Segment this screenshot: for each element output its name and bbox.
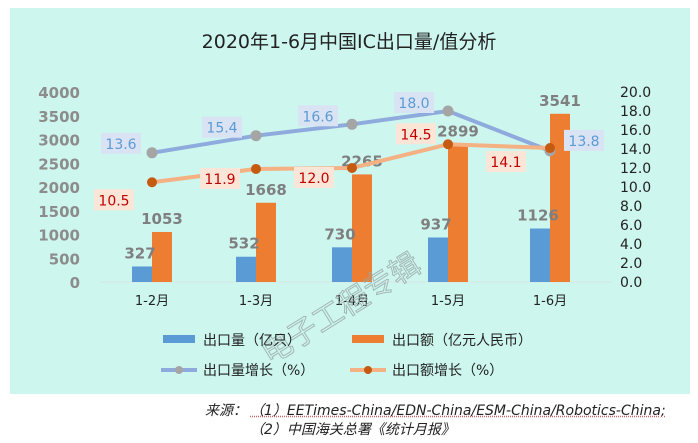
bar-volume-label: 1126 <box>517 207 559 225</box>
y-left-tick: 2000 <box>38 179 80 197</box>
line-label: 15.4 <box>206 121 237 137</box>
bar-value <box>550 113 570 283</box>
line-label: 18.0 <box>398 96 429 112</box>
line-marker <box>443 139 453 150</box>
line-label-bg <box>486 151 526 173</box>
bar-volume <box>236 256 256 282</box>
bar-value <box>152 231 172 282</box>
line-marker <box>442 105 454 117</box>
y-right-tick: 2.0 <box>620 256 642 272</box>
source-line-2: （2）中国海关总署《统计月报》 <box>250 422 455 438</box>
line-label: 16.6 <box>302 109 333 125</box>
bar-volume <box>428 237 448 282</box>
bar-value-label: 1053 <box>141 210 183 228</box>
y-right-tick: 0.0 <box>620 275 642 291</box>
bar-volume <box>332 247 352 282</box>
line-label: 14.1 <box>490 155 521 171</box>
y-right-tick: 20.0 <box>620 85 651 101</box>
x-tick: 1-4月 <box>335 294 369 309</box>
line-label: 12.0 <box>298 171 329 187</box>
y-right-tick: 6.0 <box>620 218 642 234</box>
line-label-bg <box>200 167 240 189</box>
y-right-tick: 16.0 <box>620 123 651 139</box>
bar-value <box>352 174 372 282</box>
x-tick: 1-6月 <box>533 294 567 309</box>
line-label: 13.8 <box>568 134 599 150</box>
legend-marker <box>175 366 183 374</box>
bar-volume-label: 327 <box>124 244 155 262</box>
legend-marker <box>364 366 372 374</box>
legend-label: 出口额增长（%） <box>392 363 503 379</box>
line-marker <box>347 163 357 173</box>
bar-volume-label: 730 <box>324 225 355 243</box>
chart-title: 2020年1-6月中国IC出口量/值分析 <box>202 31 497 53</box>
line-label-bg <box>396 123 436 145</box>
line-label: 11.9 <box>204 172 235 188</box>
line-label-bg <box>298 105 338 127</box>
line-marker <box>251 163 261 174</box>
y-left-tick: 4000 <box>38 84 80 102</box>
x-tick: 1-2月 <box>135 294 169 309</box>
y-left-tick: 0 <box>70 274 80 292</box>
line-marker <box>146 147 158 159</box>
y-right-tick: 4.0 <box>620 237 642 253</box>
bar-volume <box>132 266 152 282</box>
source-line-1: （1）EETimes-China/EDN-China/ESM-China/Rob… <box>250 403 666 419</box>
line-label-bg <box>564 129 604 151</box>
line-marker <box>147 177 157 188</box>
bar-value-label: 3541 <box>539 92 581 110</box>
line-label-bg <box>94 189 134 211</box>
legend-swatch <box>352 335 384 343</box>
legend-label: 出口量增长（%） <box>203 363 314 379</box>
y-right-tick: 10.0 <box>620 180 651 196</box>
y-left-tick: 3000 <box>38 132 80 150</box>
y-left-tick: 3500 <box>38 108 80 126</box>
bar-value <box>448 144 468 282</box>
bar-volume <box>530 228 550 282</box>
line-label: 14.5 <box>400 127 431 143</box>
y-left-tick: 500 <box>49 250 80 268</box>
y-right-tick: 18.0 <box>620 104 651 120</box>
legend-label: 出口量（亿只） <box>203 333 301 349</box>
line-marker <box>346 118 358 130</box>
line-label-bg <box>202 116 242 138</box>
bar-value-label: 2899 <box>437 122 479 140</box>
legend-swatch <box>163 335 195 343</box>
line-label-bg <box>294 167 334 188</box>
bar-volume-label: 937 <box>420 215 451 233</box>
y-right-tick: 12.0 <box>620 161 651 177</box>
y-left-tick: 1500 <box>38 203 80 221</box>
line-marker <box>250 130 262 142</box>
x-tick: 1-5月 <box>431 294 465 309</box>
bar-value <box>256 202 276 282</box>
line-label: 10.5 <box>98 193 129 209</box>
y-left-tick: 2500 <box>38 155 80 173</box>
line-label-bg <box>394 92 434 113</box>
line-label: 13.6 <box>105 137 136 153</box>
bar-volume-label: 532 <box>228 235 259 253</box>
y-left-tick: 1000 <box>38 227 80 245</box>
y-right-tick: 8.0 <box>620 199 642 215</box>
line-marker <box>545 143 555 154</box>
y-right-tick: 14.0 <box>620 142 651 158</box>
line-label-bg <box>101 132 141 154</box>
x-tick: 1-3月 <box>239 294 273 309</box>
bar-value-label: 1668 <box>245 181 287 199</box>
source-label: 来源： <box>205 403 247 419</box>
legend-label: 出口额（亿元人民币） <box>392 333 532 349</box>
